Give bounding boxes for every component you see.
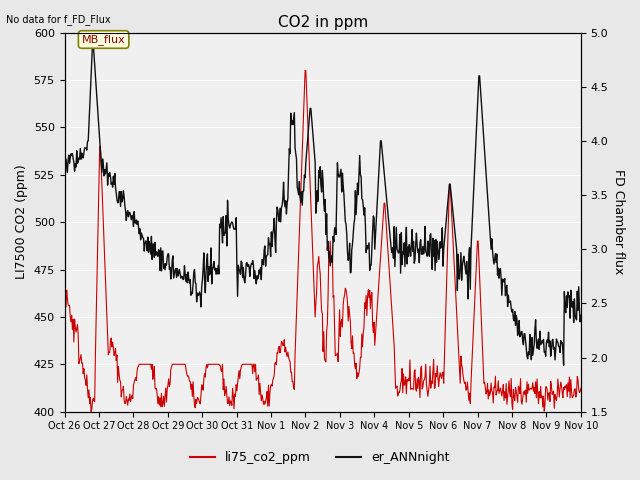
Text: No data for f_FD_Flux: No data for f_FD_Flux [6,14,111,25]
Text: MB_flux: MB_flux [82,34,125,45]
Title: CO2 in ppm: CO2 in ppm [278,15,368,30]
Y-axis label: FD Chamber flux: FD Chamber flux [612,169,625,275]
Y-axis label: LI7500 CO2 (ppm): LI7500 CO2 (ppm) [15,165,28,279]
Legend: li75_co2_ppm, er_ANNnight: li75_co2_ppm, er_ANNnight [186,446,454,469]
